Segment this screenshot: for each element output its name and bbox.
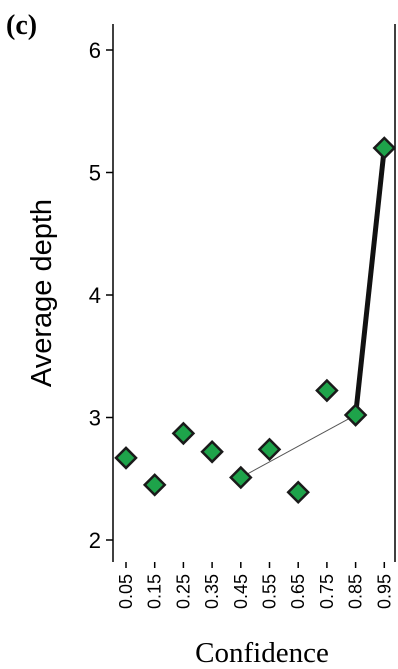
plot-area [112, 24, 396, 562]
trend-lines [240, 147, 387, 478]
y-tick-label: 3 [89, 406, 101, 431]
data-point [171, 421, 196, 446]
data-point [229, 465, 253, 490]
trend-line [353, 147, 387, 416]
x-axis-title: Confidence [195, 637, 329, 669]
y-tick-label: 5 [89, 161, 101, 186]
data-point [372, 136, 397, 160]
x-tick-label: 0.85 [346, 574, 366, 609]
x-tick-label: 0.05 [116, 574, 136, 609]
trend-line [240, 414, 356, 478]
data-point [257, 437, 282, 462]
x-tick-label: 0.45 [231, 574, 251, 609]
x-tick-label: 0.95 [374, 574, 394, 609]
y-tick-label: 4 [89, 283, 101, 308]
panel-label: (c) [6, 10, 37, 41]
y-tick-label: 6 [89, 38, 101, 63]
x-tick-label: 0.25 [173, 574, 193, 609]
data-point [114, 446, 138, 470]
data-point [343, 403, 368, 427]
y-axis-title: Average depth [26, 199, 58, 387]
x-axis: 0.05 0.15 0.25 0.35 0.45 0.55 0.65 0.75 0.85 0.95 [116, 562, 394, 609]
x-tick-label: 0.35 [202, 574, 222, 609]
data-point [286, 480, 310, 504]
x-tick-label: 0.75 [317, 574, 337, 609]
data-point [315, 378, 339, 403]
y-tick-label: 2 [89, 528, 101, 553]
x-tick-label: 0.55 [260, 574, 280, 609]
x-tick-label: 0.15 [145, 574, 165, 609]
y-axis: 2 3 4 5 6 [89, 38, 113, 553]
data-points [114, 136, 397, 504]
x-tick-label: 0.65 [288, 574, 308, 609]
data-point [200, 440, 224, 464]
data-point [142, 473, 167, 497]
